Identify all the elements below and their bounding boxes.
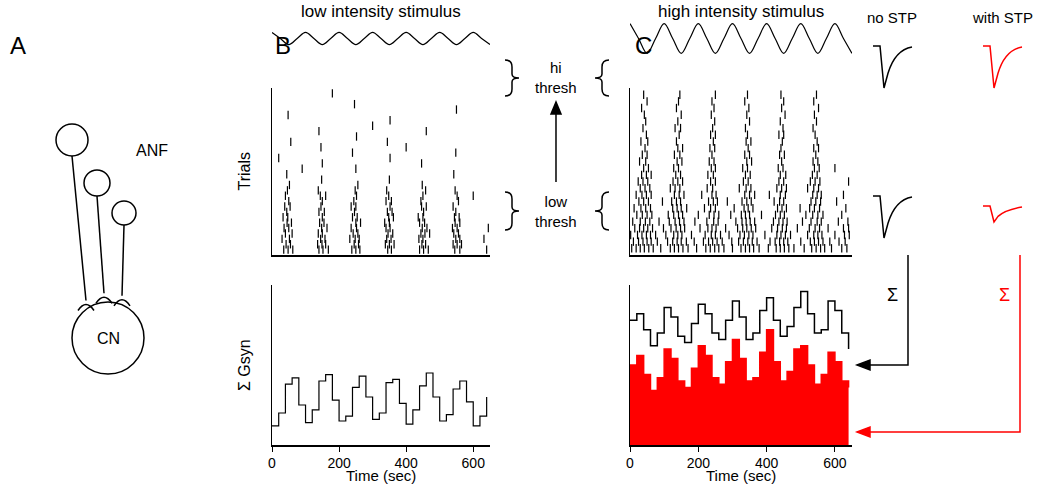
svg-text:200: 200 xyxy=(327,455,351,471)
svg-text:high intensity stimulus: high intensity stimulus xyxy=(658,2,824,21)
svg-text:ANF: ANF xyxy=(136,142,168,159)
svg-text:Σ: Σ xyxy=(999,285,1010,305)
svg-text:0: 0 xyxy=(626,455,634,471)
svg-text:600: 600 xyxy=(462,455,486,471)
svg-text:CN: CN xyxy=(97,330,120,347)
svg-text:with STP: with STP xyxy=(972,9,1033,26)
svg-text:B: B xyxy=(275,32,291,59)
svg-text:200: 200 xyxy=(687,455,711,471)
svg-text:no STP: no STP xyxy=(867,9,917,26)
svg-text:400: 400 xyxy=(394,455,418,471)
svg-text:400: 400 xyxy=(755,455,779,471)
svg-text:hithresh: hithresh xyxy=(535,59,577,96)
svg-text:600: 600 xyxy=(823,455,847,471)
svg-text:Time (sec): Time (sec) xyxy=(346,467,416,484)
svg-text:Time (sec): Time (sec) xyxy=(706,467,776,484)
svg-text:low intensity stimulus: low intensity stimulus xyxy=(301,2,461,21)
svg-text:Σ: Σ xyxy=(887,285,898,305)
svg-text:Trials: Trials xyxy=(236,152,253,191)
svg-text:A: A xyxy=(10,32,26,59)
svg-text:0: 0 xyxy=(268,455,276,471)
svg-text:C: C xyxy=(635,32,652,59)
svg-text:Σ Gsyn: Σ Gsyn xyxy=(236,339,253,391)
svg-text:lowthresh: lowthresh xyxy=(535,193,577,230)
